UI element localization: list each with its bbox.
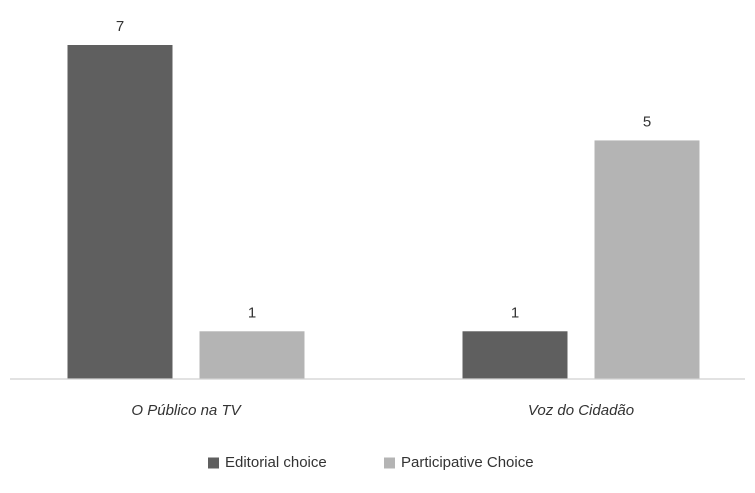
legend-swatch [208, 458, 219, 469]
data-label: 1 [248, 304, 256, 321]
data-label: 5 [643, 113, 651, 130]
legend-item-editorial: Editorial choice [208, 454, 327, 471]
legend-item-participative: Participative Choice [384, 454, 534, 471]
category-label: Voz do Cidadão [528, 402, 634, 419]
data-label: 7 [116, 18, 124, 35]
legend-label: Editorial choice [225, 454, 327, 471]
category-labels-layer: O Público na TV Voz do Cidadão [131, 402, 634, 419]
bar-editorial-0 [68, 45, 173, 379]
data-label: 1 [511, 304, 519, 321]
legend-label: Participative Choice [401, 454, 534, 471]
bar-participative-1 [595, 140, 700, 379]
data-labels-layer: 7 1 1 5 [116, 18, 651, 321]
bar-editorial-1 [463, 331, 568, 379]
legend-swatch [384, 458, 395, 469]
bars-layer [68, 45, 700, 379]
bar-participative-0 [200, 331, 305, 379]
category-label: O Público na TV [131, 402, 242, 419]
legend: Editorial choice Participative Choice [208, 454, 534, 471]
